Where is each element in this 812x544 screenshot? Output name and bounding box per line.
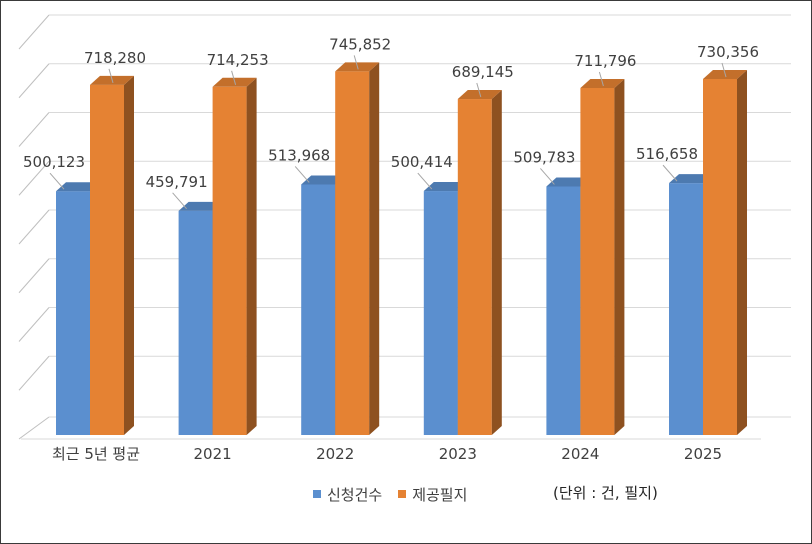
bar-side-series-2: [369, 62, 380, 435]
data-label-series-2: 718,280: [84, 49, 146, 67]
bar-series-1: [423, 191, 458, 435]
data-label-leader-series-1: [662, 164, 678, 182]
side-wall-line: [18, 307, 50, 342]
bar-series-1: [301, 184, 336, 435]
bar-side-series-2: [737, 69, 747, 435]
category-label: 2022: [316, 445, 354, 463]
side-wall-line: [18, 112, 50, 147]
data-label-leader-series-1: [294, 166, 310, 183]
data-label-leader-series-2: [353, 55, 359, 70]
data-label-leader-series-1: [172, 192, 187, 210]
side-wall-line: [18, 258, 50, 294]
bar-top-series-1: [56, 182, 100, 192]
bar-series-1: [669, 183, 703, 435]
category-label: 2025: [684, 445, 722, 463]
bar-series-1: [546, 186, 581, 435]
data-label-series-2: 689,145: [452, 63, 514, 81]
category-label: 최근 5년 평균: [52, 445, 140, 463]
category-label: 2023: [439, 445, 477, 463]
side-wall-line: [18, 209, 50, 245]
data-label-leader-series-2: [721, 62, 727, 78]
chart-legend: 신청건수 제공필지: [313, 483, 483, 505]
bar-top-series-1: [546, 177, 591, 187]
bar-side-series-2: [491, 90, 502, 435]
bar-side-series-2: [246, 77, 257, 435]
bar-series-2: [703, 78, 737, 435]
legend-swatch-series-2: [398, 490, 407, 498]
data-label-series-1: 513,968: [268, 146, 330, 164]
data-label-leader-series-1: [49, 172, 65, 190]
data-label-series-1: 500,414: [391, 153, 453, 171]
data-label-series-2: 730,356: [697, 43, 759, 61]
bar-top-series-1: [301, 175, 346, 185]
bar-side-series-2: [614, 78, 625, 435]
legend-label-series-1: 신청건수: [327, 485, 383, 504]
bar-series-2: [90, 84, 124, 435]
legend-item-series-2: 제공필지: [398, 484, 467, 505]
data-label-leader-series-1: [417, 172, 433, 190]
side-wall-line: [18, 160, 50, 196]
bar-top-series-1: [178, 201, 223, 211]
bar-series-2: [580, 87, 615, 435]
side-wall-line: [18, 14, 50, 50]
legend-label-series-2: 제공필지: [412, 485, 468, 504]
chart-plot: 500,123 459,791 513,968 500,414 509,783 516,6…: [18, 14, 791, 463]
unit-note: (단위 : 건, 필지): [553, 484, 658, 502]
bar-series-1: [178, 210, 213, 435]
data-label-series-2: 745,852: [329, 35, 391, 53]
bar-series-1: [56, 191, 90, 435]
bar-series-2: [457, 99, 492, 435]
bar-top-series-1: [669, 174, 713, 184]
data-label-series-2: 714,253: [207, 51, 269, 69]
data-label-series-1: 509,783: [513, 148, 575, 166]
category-label: 2024: [561, 445, 599, 463]
bar-top-series-1: [423, 182, 468, 192]
category-label: 2021: [194, 445, 232, 463]
side-wall-line: [18, 63, 50, 99]
data-label-leader-series-2: [231, 70, 237, 85]
bar-series-2: [335, 71, 370, 435]
legend-item-series-1: 신청건수: [313, 484, 382, 505]
bar-side-series-2: [124, 75, 134, 435]
side-wall-line: [18, 355, 50, 391]
data-label-series-1: 516,658: [636, 145, 698, 163]
side-wall-line: [18, 416, 50, 440]
data-label-leader-series-2: [108, 68, 114, 83]
legend-swatch-series-1: [313, 490, 321, 498]
data-label-leader-series-2: [598, 71, 604, 87]
data-label-leader-series-2: [476, 82, 482, 98]
data-label-series-2: 711,796: [574, 52, 636, 70]
data-label-leader-series-1: [540, 168, 555, 185]
data-label-series-1: 500,123: [23, 153, 85, 171]
bar-series-2: [212, 86, 247, 435]
data-label-series-1: 459,791: [146, 173, 208, 191]
